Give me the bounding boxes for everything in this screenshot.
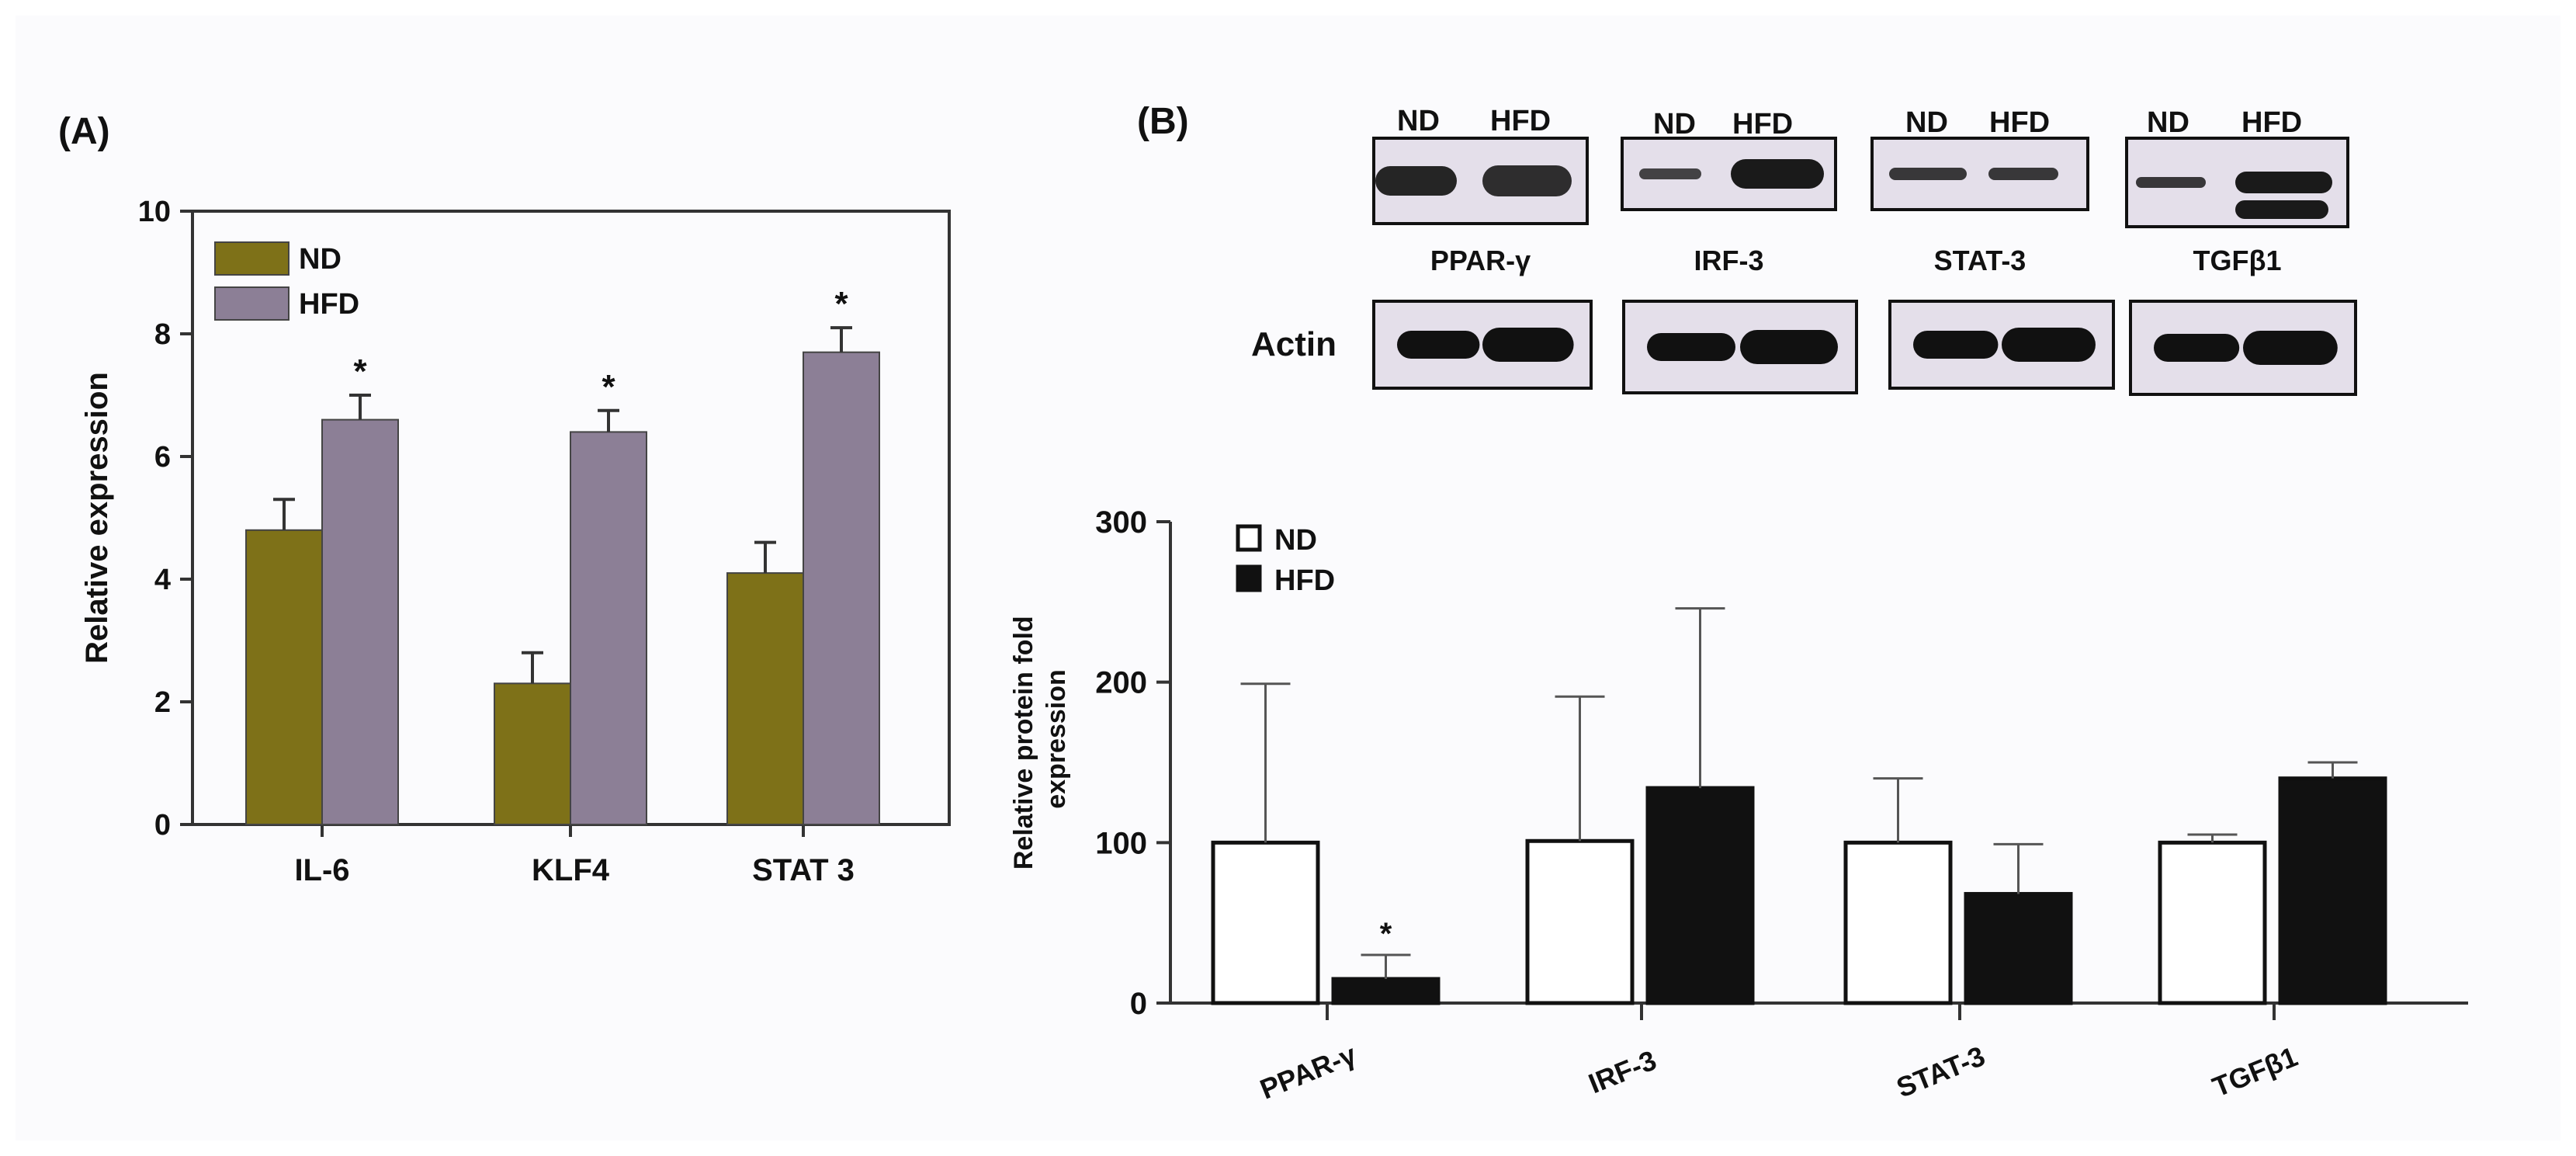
protein-band — [2136, 177, 2206, 188]
legend-label: HFD — [299, 288, 359, 321]
panel-b-y-label-line1: Relative protein fold — [1009, 616, 1038, 870]
panel-a-y-axis-label: Relative expression — [80, 372, 114, 664]
blot-lane-label-hfd: HFD — [1490, 105, 1551, 137]
actin-band — [2243, 331, 2338, 365]
panel-b-y-axis-label: Relative protein fold expression — [1009, 609, 1071, 870]
actin-band — [1397, 331, 1480, 359]
western-blots: ND HFD PPAR-γ ND HFD IRF-3 ND HFD STAT-3 ND HFD TGF… — [1372, 105, 2357, 396]
panel-a-legend: ND HFD — [214, 241, 359, 321]
legend-swatch-hfd — [1236, 564, 1262, 592]
bar-nd — [726, 572, 804, 825]
x-tick-label: STAT 3 — [752, 853, 855, 887]
blot-lane-label-nd: ND — [1397, 105, 1440, 137]
blot-lane-label-hfd: HFD — [1732, 108, 1793, 141]
blot-protein-label: IRF-3 — [1694, 245, 1764, 276]
legend-swatch-nd — [1236, 524, 1262, 552]
y-tick-label: 0 — [154, 809, 171, 842]
blot-protein-label: STAT-3 — [1934, 245, 2026, 276]
blot-lane-label-nd: ND — [2147, 106, 2189, 139]
blot-lane-label-hfd: HFD — [1989, 106, 2050, 139]
blot-lane-label-nd: ND — [1905, 106, 1948, 139]
bar-hfd — [1645, 786, 1755, 1005]
panel-a-label: (A) — [58, 111, 110, 152]
panel-a-chart: 0 2 4 6 8 10 IL-6 * KLF4 * STAT 3 * ND HFD Relative… — [80, 196, 951, 887]
significance-star: * — [353, 352, 367, 391]
x-tick-label: STAT-3 — [1892, 1040, 1989, 1103]
y-tick-label: 300 — [1095, 505, 1147, 540]
y-tick-label: 4 — [154, 564, 171, 596]
blot-protein-label: TGFβ1 — [2193, 245, 2282, 276]
bar-nd — [2158, 840, 2267, 1005]
legend-label: ND — [299, 243, 342, 276]
protein-band — [2235, 172, 2332, 193]
panel-b-legend: ND HFD — [1236, 524, 1335, 597]
blot-lane-label-nd: ND — [1653, 108, 1696, 141]
protein-band — [1889, 168, 1967, 180]
blot-lane-label-hfd: HFD — [2241, 106, 2302, 139]
x-tick-label: PPAR-γ — [1256, 1038, 1361, 1105]
y-tick-label: 10 — [138, 196, 171, 228]
protein-band — [1375, 166, 1457, 196]
actin-band — [2002, 328, 2096, 362]
bar-hfd — [570, 431, 647, 826]
protein-band — [1988, 168, 2058, 180]
bar-nd — [1211, 840, 1320, 1005]
legend-label: ND — [1274, 524, 1317, 557]
bar-nd — [1843, 840, 1953, 1005]
actin-band — [1740, 330, 1838, 364]
panel-a-y-ticks: 0 2 4 6 8 10 — [138, 196, 192, 842]
legend-swatch-hfd — [214, 286, 289, 321]
panel-b-label: (B) — [1137, 101, 1189, 142]
x-tick-label: KLF4 — [532, 853, 610, 887]
legend-label: HFD — [1274, 564, 1335, 597]
y-tick-label: 100 — [1095, 826, 1147, 860]
y-tick-label: 200 — [1095, 666, 1147, 700]
significance-star: * — [834, 285, 848, 323]
bar-hfd — [803, 351, 880, 825]
x-tick-label: TGFβ1 — [2208, 1040, 2302, 1103]
panel-b-bars: PPAR-γ * IRF-3 STAT-3 TGFβ1 — [1211, 607, 2387, 1106]
actin-band — [1647, 333, 1735, 361]
bar-hfd — [1331, 977, 1441, 1005]
significance-star: * — [602, 368, 615, 406]
y-tick-label: 6 — [154, 441, 171, 474]
actin-band — [1482, 328, 1574, 362]
bar-hfd — [321, 418, 399, 825]
panel-b-y-label-line2: expression — [1042, 669, 1071, 809]
bar-hfd — [2278, 776, 2387, 1005]
bar-nd — [1525, 838, 1635, 1005]
protein-band — [1482, 165, 1572, 196]
legend-swatch-nd — [214, 241, 289, 276]
protein-band — [1731, 159, 1824, 189]
y-tick-label: 0 — [1130, 987, 1147, 1021]
protein-band — [1639, 168, 1701, 179]
x-tick-label: IRF-3 — [1584, 1044, 1661, 1100]
bar-nd — [494, 682, 571, 825]
actin-band — [2154, 334, 2240, 362]
significance-star: * — [1380, 917, 1392, 951]
protein-band — [2235, 200, 2328, 219]
x-tick-label: IL-6 — [294, 853, 349, 887]
actin-band — [1913, 331, 1999, 359]
blot-protein-label: PPAR-γ — [1430, 245, 1531, 276]
actin-label: Actin — [1251, 325, 1337, 363]
bar-nd — [245, 529, 323, 825]
bar-hfd — [1964, 891, 2073, 1005]
y-tick-label: 2 — [154, 686, 171, 719]
panel-b-chart: 0 100 200 300 PPAR-γ * IRF-3 STAT-3 TGFβ1 ND HFD… — [1009, 505, 2468, 1106]
y-tick-label: 8 — [154, 318, 171, 351]
panel-a-bars: IL-6 * KLF4 * STAT 3 * — [245, 285, 880, 887]
